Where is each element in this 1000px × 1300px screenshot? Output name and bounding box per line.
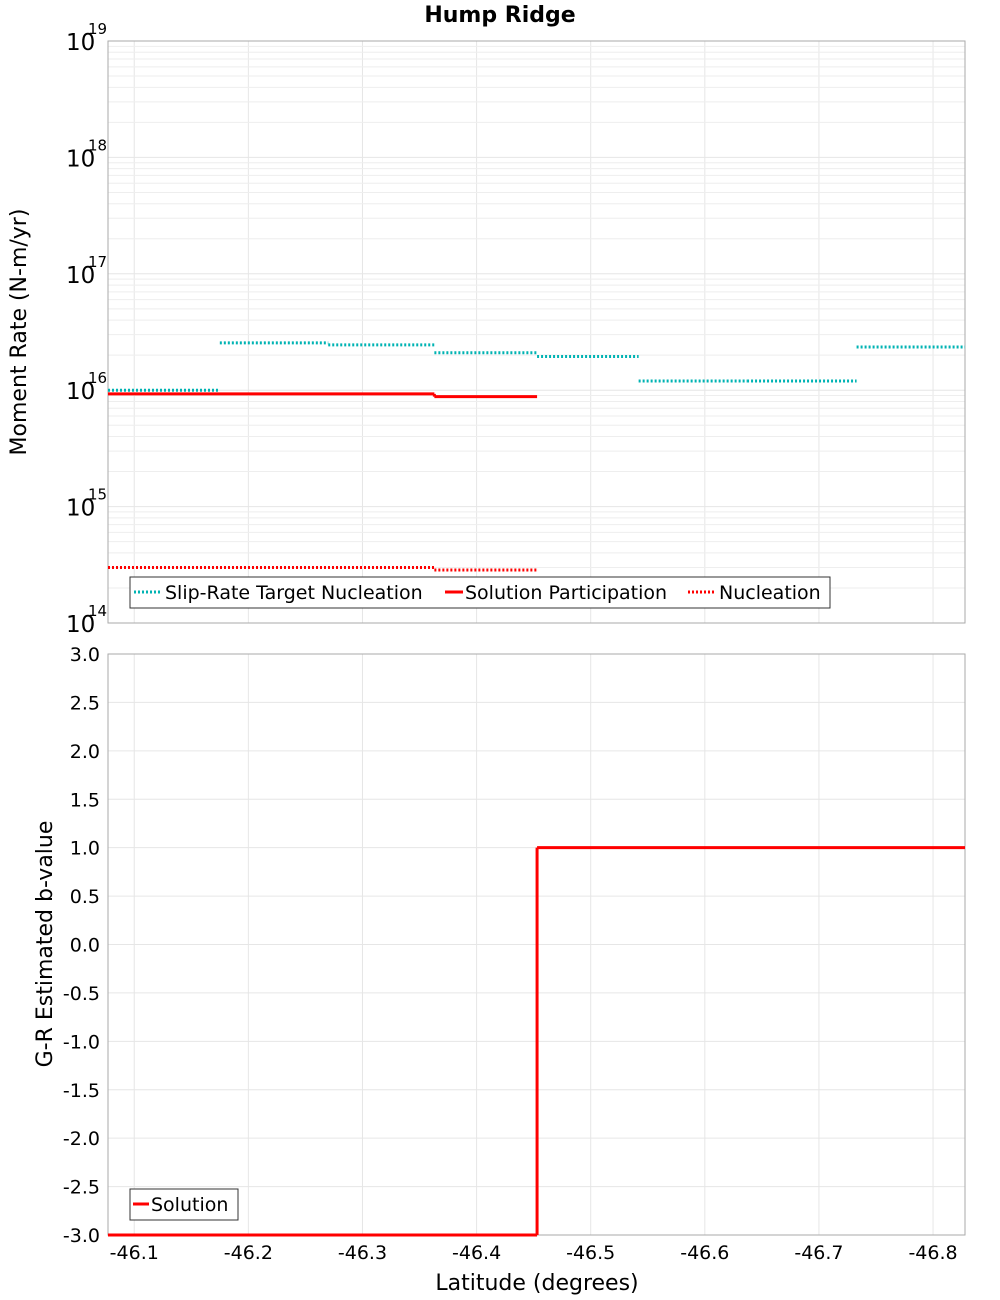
top-y-tick-base: 10 <box>66 612 95 638</box>
bottom-y-tick-label: -2.5 <box>63 1177 100 1199</box>
x-ticks: -46.1 -46.2 -46.3 -46.4 -46.5 -46.6 -46.7 -46.8 <box>110 1242 958 1264</box>
bottom-y-tick-label: 0.5 <box>70 886 100 908</box>
bottom-y-tick-label: 0.0 <box>70 935 100 957</box>
bottom-y-tick-label: -2.0 <box>63 1128 100 1150</box>
x-tick-label: -46.4 <box>452 1242 501 1264</box>
top-y-tick-exponent: 18 <box>88 136 107 154</box>
bottom-series-layer <box>108 846 965 1237</box>
top-legend: Slip-Rate Target Nucleation Solution Par… <box>129 576 831 609</box>
top-series-nucleation <box>108 565 538 572</box>
top-plot-frame <box>107 40 966 624</box>
bottom-y-tick-label: 2.0 <box>70 741 100 763</box>
top-series-solution-participation <box>108 392 538 399</box>
legend-label-solution-participation: Solution Participation <box>465 582 667 604</box>
top-y-tick-base: 10 <box>66 263 95 289</box>
legend-label-solution: Solution <box>151 1194 228 1216</box>
legend-label-target: Slip-Rate Target Nucleation <box>165 582 423 604</box>
x-tick-label: -46.1 <box>110 1242 159 1264</box>
x-tick-label: -46.5 <box>566 1242 615 1264</box>
bottom-y-tick-label: -0.5 <box>63 983 100 1005</box>
bottom-y-tick-label: -1.5 <box>63 1080 100 1102</box>
x-tick-label: -46.8 <box>908 1242 957 1264</box>
x-tick-label: -46.7 <box>794 1242 843 1264</box>
top-y-tick-base: 10 <box>66 379 95 405</box>
top-y-tick-exponent: 14 <box>88 602 107 620</box>
top-y-tick-base: 10 <box>66 146 95 172</box>
top-series-slip-rate-target-nucleation <box>108 341 965 392</box>
top-y-axis-label: Moment Rate (N-m/yr) <box>7 209 32 456</box>
x-tick-label: -46.6 <box>680 1242 729 1264</box>
bottom-series-solution <box>108 846 965 1237</box>
top-y-tick-exponent: 16 <box>88 369 107 387</box>
x-axis-label: Latitude (degrees) <box>435 1271 638 1296</box>
bottom-y-tick-label: -3.0 <box>63 1225 100 1247</box>
top-y-tick-exponent: 15 <box>88 486 107 504</box>
bottom-y-tick-label: 2.5 <box>70 692 100 714</box>
bottom-y-tick-label: 3.0 <box>70 644 100 666</box>
top-y-tick-base: 10 <box>66 496 95 522</box>
chart-title: Hump Ridge <box>424 3 575 28</box>
top-y-tick-base: 10 <box>66 30 95 56</box>
bottom-y-axis-label: G-R Estimated b-value <box>33 821 58 1068</box>
bottom-y-tick-label: 1.5 <box>70 789 100 811</box>
bottom-y-tick-label: 1.0 <box>70 838 100 860</box>
x-tick-label: -46.2 <box>224 1242 273 1264</box>
top-series-layer <box>108 341 965 572</box>
legend-label-nucleation: Nucleation <box>719 582 821 604</box>
x-tick-label: -46.3 <box>338 1242 387 1264</box>
bottom-y-ticks: 3.0 2.5 2.0 1.5 1.0 0.5 0.0 -0.5 -1.0 -1.5 -2.0 -2.… <box>63 644 100 1247</box>
top-y-tick-exponent: 17 <box>88 253 107 271</box>
bottom-legend: Solution <box>129 1188 239 1221</box>
bottom-y-tick-label: -1.0 <box>63 1031 100 1053</box>
top-y-tick-exponent: 19 <box>88 20 107 38</box>
